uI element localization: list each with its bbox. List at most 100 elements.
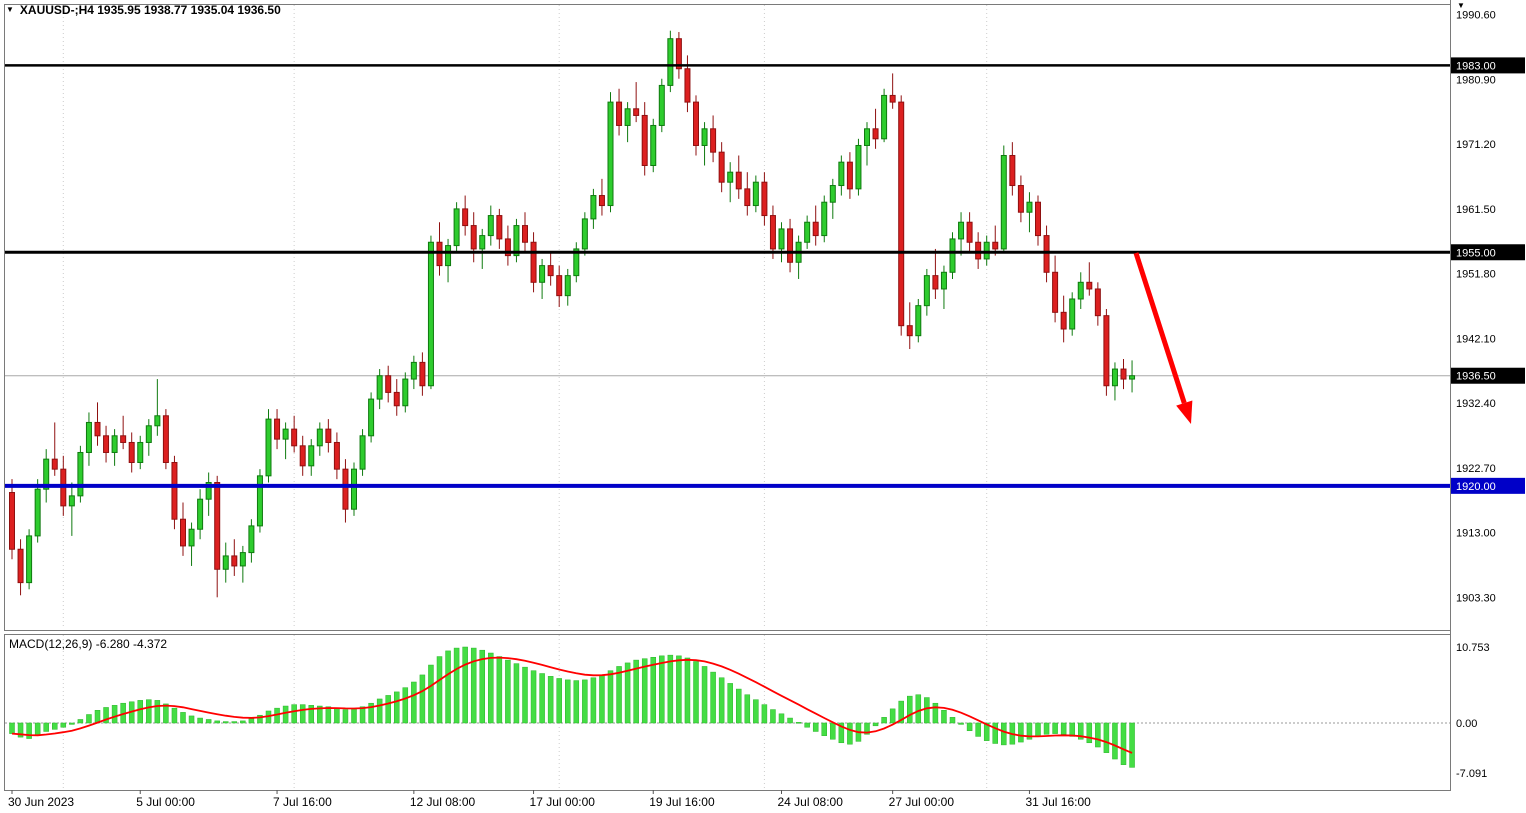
- svg-text:1903.30: 1903.30: [1456, 592, 1496, 604]
- candle: [111, 429, 118, 466]
- candle: [787, 218, 794, 273]
- candle: [744, 172, 751, 216]
- candle: [51, 422, 58, 476]
- candle: [881, 88, 888, 143]
- candle: [1094, 282, 1101, 326]
- candle: [607, 92, 614, 213]
- candle: [675, 32, 682, 79]
- candle: [393, 379, 400, 416]
- price-label-1920.00: 1920.00: [1451, 477, 1525, 494]
- svg-text:1990.60: 1990.60: [1456, 10, 1496, 22]
- candle: [1026, 192, 1033, 233]
- candle: [103, 425, 110, 463]
- candle: [26, 529, 33, 590]
- time-axis: 30 Jun 2023 5 Jul 00:00 7 Jul 16:00 12 Jul …: [8, 790, 1091, 809]
- svg-text:1961.50: 1961.50: [1456, 204, 1496, 216]
- symbol-ohlc-line: XAUUSD-;H4 1935.95 1938.77 1935.04 1936.…: [19, 3, 281, 17]
- candle: [214, 475, 221, 598]
- svg-text:1951.80: 1951.80: [1456, 269, 1496, 281]
- candle: [342, 459, 349, 523]
- candle: [710, 115, 717, 163]
- candle: [256, 469, 263, 533]
- candle: [667, 30, 674, 93]
- candle: [633, 82, 640, 123]
- candle: [68, 482, 75, 536]
- candle: [351, 462, 357, 516]
- candle: [17, 539, 24, 596]
- trend-arrow[interactable]: [1133, 252, 1193, 424]
- candle: [975, 232, 982, 269]
- price-label-1955.00: 1955.00: [1451, 244, 1525, 261]
- svg-text:1955.00: 1955.00: [1456, 247, 1496, 259]
- svg-text:1971.20: 1971.20: [1456, 139, 1496, 151]
- candle: [547, 252, 554, 286]
- candle: [197, 489, 204, 540]
- candle: [564, 268, 571, 306]
- candle: [9, 479, 15, 560]
- svg-text:10.753: 10.753: [1456, 642, 1490, 654]
- candle: [821, 195, 828, 243]
- candle: [188, 522, 195, 566]
- candle: [1077, 272, 1084, 309]
- candle: [650, 118, 657, 173]
- candle: [624, 102, 631, 143]
- candle: [265, 409, 272, 483]
- candle: [923, 268, 930, 316]
- candle: [171, 455, 178, 530]
- candle: [906, 302, 913, 350]
- svg-text:-7.091: -7.091: [1456, 768, 1487, 780]
- svg-text:24 Jul 08:00: 24 Jul 08:00: [778, 795, 844, 809]
- chart-title-bar: ▼ XAUUSD-;H4 1935.95 1938.77 1935.04 193…: [6, 3, 281, 17]
- candle: [804, 215, 811, 249]
- candle: [504, 225, 511, 266]
- candle: [1103, 308, 1110, 396]
- candle: [427, 235, 434, 390]
- chart-collapse-icon[interactable]: ▼: [6, 5, 14, 14]
- candle: [966, 212, 973, 253]
- candle: [1017, 175, 1024, 223]
- candle: [1069, 292, 1076, 336]
- main-pane: [4, 4, 1451, 631]
- svg-text:1932.40: 1932.40: [1456, 398, 1496, 410]
- macd-signal-line: [11, 656, 1133, 754]
- week-separator-lines: [62, 5, 988, 789]
- macd-axis: 10.753 0.00 -7.091: [1456, 642, 1490, 780]
- candle: [205, 472, 212, 516]
- svg-text:30 Jun 2023: 30 Jun 2023: [8, 795, 74, 809]
- candle: [864, 122, 870, 166]
- candle: [872, 108, 879, 149]
- macd-indicator-label: MACD(12,26,9) -6.280 -4.372: [9, 637, 168, 651]
- svg-text:1980.90: 1980.90: [1456, 74, 1496, 86]
- candle: [761, 172, 768, 226]
- candle: [1129, 360, 1136, 393]
- candle: [598, 178, 605, 216]
- candle: [162, 409, 169, 470]
- candle: [983, 235, 990, 266]
- candle: [932, 248, 939, 299]
- svg-text:1922.70: 1922.70: [1456, 463, 1496, 475]
- candle: [43, 449, 50, 503]
- svg-text:31 Jul 16:00: 31 Jul 16:00: [1025, 795, 1091, 809]
- svg-text:1920.00: 1920.00: [1456, 481, 1496, 493]
- candle: [470, 212, 477, 263]
- candle: [419, 352, 426, 396]
- svg-text:1983.00: 1983.00: [1456, 60, 1496, 72]
- candle: [239, 545, 246, 583]
- candle: [359, 429, 366, 476]
- candle: [368, 392, 375, 443]
- candle: [222, 542, 229, 583]
- candle: [838, 155, 845, 196]
- candle: [316, 422, 323, 456]
- price-axis-marker-icon[interactable]: ▼: [1457, 1, 1465, 10]
- candle: [120, 415, 127, 450]
- candle: [410, 355, 417, 390]
- candle: [513, 218, 520, 263]
- candle: [522, 212, 528, 253]
- candle: [479, 228, 486, 269]
- candle: [402, 372, 409, 413]
- candle: [308, 439, 315, 476]
- candle: [658, 78, 665, 133]
- candle: [231, 539, 238, 576]
- candle: [1060, 295, 1067, 343]
